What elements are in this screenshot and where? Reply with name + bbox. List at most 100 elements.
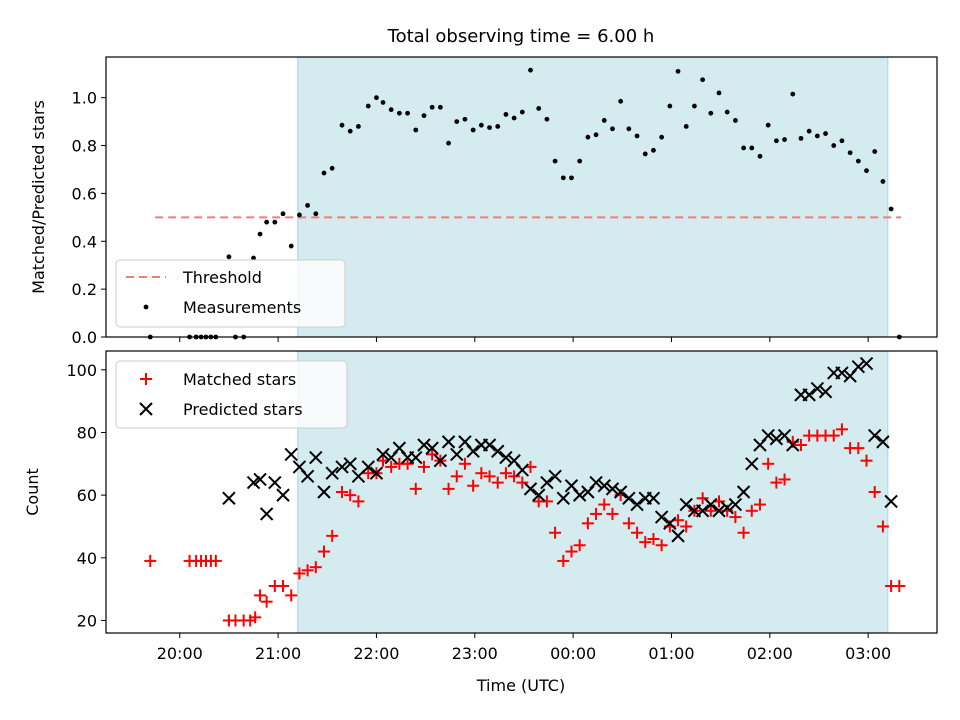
- measurement-point: [782, 137, 787, 142]
- measurement-point: [544, 116, 550, 122]
- measurement-point: [601, 118, 607, 123]
- measurement-point: [405, 110, 410, 116]
- predicted-point: [317, 485, 331, 499]
- predicted-point: [325, 466, 339, 480]
- cross-stroke-b: [482, 438, 497, 452]
- top-y-tick-label: 0.8: [72, 137, 97, 156]
- matched-point: [639, 536, 652, 549]
- measurement-point: [297, 212, 302, 218]
- cross-stroke-b: [556, 491, 571, 505]
- matched-point: [317, 545, 330, 558]
- bottom-y-tick-label: 40: [77, 549, 97, 568]
- cross-stroke-b: [859, 356, 874, 371]
- matched-point: [249, 611, 262, 624]
- measurement-point: [855, 158, 861, 164]
- cross-stroke-b: [548, 469, 562, 484]
- cross-stroke-b: [268, 475, 282, 490]
- matched-point: [704, 504, 717, 517]
- matched-point: [309, 561, 322, 574]
- predicted-point: [268, 475, 282, 490]
- measurement-point: [593, 132, 599, 138]
- measurement-point: [659, 134, 665, 140]
- predicted-point: [450, 447, 464, 462]
- matched-point: [508, 470, 521, 483]
- measurement-point: [313, 211, 319, 217]
- cross-stroke-b: [317, 485, 331, 499]
- measurement-point: [347, 128, 353, 134]
- matched-point: [565, 545, 578, 558]
- measurement-point: [429, 104, 435, 110]
- measurement-point: [732, 118, 738, 123]
- matched-point: [352, 495, 365, 508]
- cross-stroke-b: [515, 463, 530, 477]
- x-tick-label: 21:00: [255, 644, 301, 663]
- measurement-point: [683, 124, 689, 129]
- measurement-point: [839, 138, 845, 144]
- predicted-point: [425, 441, 439, 455]
- predicted-point: [876, 435, 890, 449]
- top-panel-y-axis: 0.0 0.2 0.4 0.6 0.8 1.0: [72, 89, 106, 347]
- top-y-tick-label: 0.6: [72, 184, 97, 203]
- matched-point: [876, 520, 889, 533]
- predicted-point: [540, 475, 554, 490]
- cross-stroke-b: [761, 428, 775, 443]
- measurement-point: [790, 91, 796, 97]
- measurement-point: [495, 124, 501, 129]
- measurement-point: [577, 158, 583, 164]
- cross-stroke-b: [300, 469, 315, 484]
- cross-stroke-b: [777, 428, 792, 443]
- matched-point: [778, 473, 791, 486]
- x-tick-label: 01:00: [648, 644, 694, 663]
- predicted-point: [259, 507, 274, 521]
- predicted-point: [802, 388, 816, 402]
- measurement-point: [339, 122, 345, 128]
- top-y-tick-label: 1.0: [72, 89, 97, 108]
- measurement-point: [642, 151, 648, 157]
- predicted-point: [728, 497, 743, 512]
- cross-stroke-b: [309, 450, 323, 465]
- measurement-point: [708, 110, 714, 116]
- measurement-point: [765, 122, 771, 128]
- cross-stroke-b: [728, 497, 743, 512]
- measurement-point: [847, 150, 853, 156]
- matched-point: [852, 442, 865, 455]
- measurement-point: [511, 115, 517, 121]
- measurement-point: [396, 110, 402, 116]
- matched-point: [835, 423, 848, 436]
- matched-point: [655, 539, 668, 552]
- matched-point: [277, 580, 290, 592]
- measurement-point: [724, 109, 730, 115]
- matched-point: [344, 489, 357, 502]
- matched-point: [254, 589, 267, 602]
- predicted-point: [433, 453, 448, 468]
- matched-point: [762, 457, 775, 470]
- matched-point: [499, 467, 512, 480]
- cross-stroke-b: [361, 460, 375, 474]
- measurement-point: [388, 107, 394, 113]
- cross-stroke-b: [769, 432, 784, 446]
- predicted-point: [222, 491, 236, 505]
- measurement-point: [872, 149, 878, 154]
- cross-stroke-b: [695, 504, 710, 518]
- matched-point: [590, 507, 603, 520]
- legend-matched-marker: [140, 373, 152, 385]
- measurement-point: [880, 179, 886, 184]
- matched-point: [680, 520, 693, 533]
- predicted-point: [646, 491, 661, 505]
- matched-point: [868, 486, 881, 498]
- legend-predicted-label: Predicted stars: [183, 400, 303, 419]
- measurement-point: [831, 143, 837, 148]
- measurement-point: [437, 104, 443, 110]
- predicted-point: [695, 504, 710, 518]
- cross-stroke-b: [876, 435, 890, 449]
- cross-stroke-b: [572, 488, 587, 502]
- measurement-point: [446, 140, 451, 146]
- cross-stroke-b: [712, 504, 726, 518]
- cross-stroke-b: [222, 491, 236, 505]
- top-panel-y-label: Matched/Predicted stars: [29, 100, 48, 294]
- cross-stroke-b: [441, 435, 456, 449]
- legend-predicted-marker: [139, 402, 153, 416]
- matched-point: [467, 479, 480, 492]
- measurement-point: [569, 175, 574, 181]
- cross-stroke-b: [818, 385, 833, 399]
